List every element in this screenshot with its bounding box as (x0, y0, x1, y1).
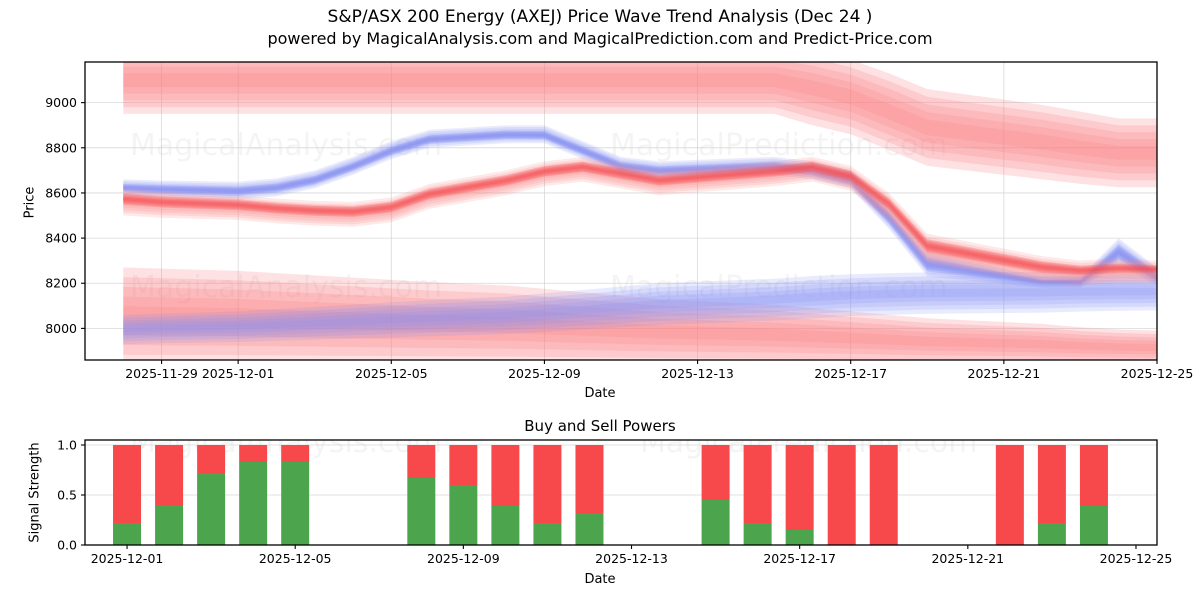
buy-power-bar (1079, 506, 1108, 545)
sell-power-bar (995, 445, 1024, 545)
sell-power-bar (239, 445, 268, 462)
main-chart-y-axis-label: Price (22, 186, 38, 219)
x-tick-label: 2025-12-17 (763, 551, 836, 566)
sell-power-bar (197, 445, 226, 473)
wave-band-layer (123, 267, 1157, 360)
x-tick-label: 2025-12-25 (1121, 366, 1194, 381)
sell-power-bar (155, 445, 184, 505)
wave-band-layer (123, 164, 1157, 279)
x-tick-label: 2025-11-29 (125, 366, 198, 381)
buy-power-bar (785, 530, 814, 545)
x-tick-label: 2025-12-13 (661, 366, 734, 381)
sell-power-bar (407, 445, 436, 478)
x-tick-label: 2025-12-05 (259, 551, 332, 566)
buy-power-bar (113, 523, 142, 545)
buy-power-bar (533, 523, 562, 545)
wave-band-layer (123, 156, 1157, 286)
sell-power-bar (701, 445, 730, 500)
wave-band-layer (123, 306, 1157, 351)
page-title: S&P/ASX 200 Energy (AXEJ) Price Wave Tre… (327, 7, 873, 27)
figure-title-block: S&P/ASX 200 Energy (AXEJ) Price Wave Tre… (0, 6, 1200, 49)
wave-band-layer (123, 159, 1157, 284)
buy-power-bar (281, 462, 310, 545)
buy-power-bar (575, 513, 604, 545)
x-tick-label: 2025-12-09 (508, 366, 581, 381)
buy-power-bar (1037, 523, 1066, 545)
wave-band-layer (123, 271, 1157, 345)
price-wave-chart: MagicalAnalysis.com MagicalPrediction.com… (45, 61, 1194, 381)
sell-power-bar (1079, 445, 1108, 506)
buy-sell-powers-chart: MagicalAnalysis.com MagicalPrediction.com… (57, 438, 1173, 567)
svg-text:MagicalPrediction.com: MagicalPrediction.com (610, 270, 948, 305)
wave-band-layer (123, 161, 1157, 276)
y-tick-label: 8600 (45, 185, 77, 200)
svg-text:MagicalAnalysis.com: MagicalAnalysis.com (130, 128, 442, 163)
buy-power-bar (197, 473, 226, 545)
sell-power-bar (575, 445, 604, 513)
buy-power-bar (155, 505, 184, 545)
buy-power-bar (449, 485, 478, 545)
sell-power-bar (743, 445, 772, 523)
x-tick-label: 2025-12-05 (355, 366, 428, 381)
y-tick-label: 1.0 (57, 438, 77, 453)
wave-band-layer (123, 161, 1157, 281)
y-tick-label: 9000 (45, 95, 77, 110)
buy-power-bar (491, 506, 520, 545)
buy-power-bar (743, 523, 772, 545)
wave-band-layer (123, 283, 1157, 336)
x-tick-label: 2025-12-01 (202, 366, 275, 381)
x-tick-label: 2025-12-09 (427, 551, 500, 566)
buy-power-bar (407, 478, 436, 545)
sell-power-bar (785, 445, 814, 530)
sub-chart-y-axis-label: Signal Strength (27, 442, 43, 543)
wave-band-layer (123, 62, 1157, 174)
x-tick-label: 2025-12-17 (814, 366, 887, 381)
wave-band-layer (123, 286, 1157, 358)
figure-subtitle: powered by MagicalAnalysis.com and Magic… (267, 29, 933, 48)
y-tick-label: 0.0 (57, 538, 77, 553)
sell-power-bar (1037, 445, 1066, 523)
wave-band-layer (123, 296, 1157, 355)
main-chart-x-axis-label: Date (584, 386, 616, 401)
sell-power-bar (491, 445, 520, 506)
sell-power-bar (281, 445, 310, 462)
wave-band-layer (123, 277, 1157, 360)
svg-text:MagicalAnalysis.com: MagicalAnalysis.com (130, 270, 442, 305)
wave-band-layer (123, 66, 1157, 167)
x-tick-label: 2025-12-01 (91, 551, 164, 566)
sell-power-bar (827, 445, 856, 545)
sell-power-bar (533, 445, 562, 523)
wave-band-layer (123, 275, 1157, 342)
y-tick-label: 8400 (45, 231, 77, 246)
wave-band-layer (123, 287, 1157, 333)
sell-power-bar (869, 445, 898, 545)
sub-chart-title: Buy and Sell Powers (524, 417, 676, 435)
y-tick-label: 8800 (45, 140, 77, 155)
x-tick-label: 2025-12-21 (931, 551, 1004, 566)
x-tick-label: 2025-12-25 (1100, 551, 1173, 566)
sell-power-bar (449, 445, 478, 485)
x-tick-label: 2025-12-21 (968, 366, 1041, 381)
wave-band-layer (123, 73, 1157, 160)
wave-band-layer (123, 279, 1157, 339)
y-tick-label: 8000 (45, 321, 77, 336)
y-tick-label: 8200 (45, 276, 77, 291)
wave-band-layer (123, 62, 1157, 181)
wave-band-layer (123, 62, 1157, 188)
y-tick-label: 0.5 (57, 488, 77, 503)
sell-power-bar (113, 445, 142, 523)
sub-chart-x-axis-label: Date (584, 572, 616, 587)
x-tick-label: 2025-12-13 (595, 551, 668, 566)
buy-power-bar (701, 500, 730, 545)
buy-power-bar (239, 462, 268, 545)
svg-text:MagicalPrediction.com: MagicalPrediction.com (610, 128, 948, 163)
